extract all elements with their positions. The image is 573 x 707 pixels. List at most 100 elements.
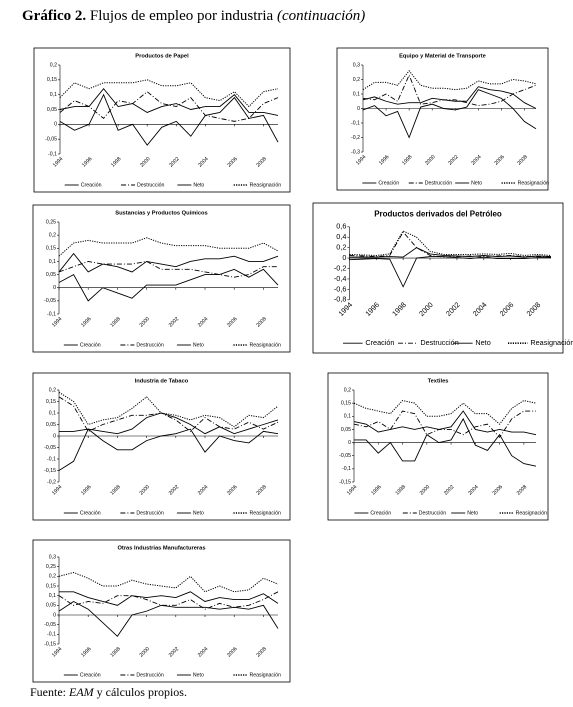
x-tick-label: 1996 bbox=[363, 300, 381, 318]
y-tick-label: -0,05 bbox=[339, 453, 351, 459]
series-line bbox=[59, 412, 279, 435]
legend-label: Reasignación bbox=[249, 672, 281, 678]
figure-note: (continuación) bbox=[276, 8, 366, 24]
y-tick-label: -0,1 bbox=[351, 120, 360, 126]
y-tick-label: 0,25 bbox=[46, 564, 56, 570]
x-tick-label: 2002 bbox=[444, 300, 462, 318]
x-tick-label: 2004 bbox=[467, 484, 479, 496]
x-tick-label: 2004 bbox=[197, 156, 209, 168]
y-tick-label: -0,1 bbox=[47, 311, 56, 317]
legend-label: Reasignación bbox=[518, 180, 550, 186]
y-tick-label: -0,1 bbox=[47, 456, 56, 462]
chart-frame bbox=[32, 204, 291, 353]
y-tick-label: 0 bbox=[54, 122, 57, 128]
series-line bbox=[353, 410, 536, 439]
y-tick-label: -0,2 bbox=[47, 479, 56, 485]
series-line bbox=[59, 93, 279, 146]
x-tick-label: 1994 bbox=[51, 484, 63, 496]
y-tick-label: 0 bbox=[348, 440, 351, 446]
y-tick-label: 0,3 bbox=[353, 62, 360, 68]
series-line bbox=[58, 260, 278, 278]
y-tick-label: 0,15 bbox=[47, 77, 57, 83]
series-line bbox=[59, 91, 279, 122]
chart-frame bbox=[312, 202, 564, 354]
x-tick-label: 2000 bbox=[139, 156, 151, 168]
legend-label: Neto bbox=[193, 182, 204, 188]
x-tick-label: 2006 bbox=[226, 316, 238, 328]
x-tick-label: 1994 bbox=[346, 484, 358, 496]
x-tick-label: 1994 bbox=[52, 156, 64, 168]
y-tick-label: -0,15 bbox=[339, 479, 351, 485]
x-tick-label: 2006 bbox=[226, 646, 238, 658]
y-tick-label: -0,1 bbox=[47, 632, 56, 638]
legend-label: Reasignación bbox=[249, 510, 281, 516]
x-tick-label: 2008 bbox=[255, 156, 267, 168]
y-tick-label: 0,1 bbox=[344, 414, 351, 420]
x-tick-label: 1998 bbox=[395, 484, 407, 496]
chart-title: Productos de Papel bbox=[135, 54, 189, 60]
x-tick-label: 2008 bbox=[525, 300, 543, 318]
x-tick-label: 2008 bbox=[255, 316, 267, 328]
series-line bbox=[59, 79, 279, 108]
x-tick-label: 2000 bbox=[424, 154, 436, 166]
x-tick-label: 2000 bbox=[139, 316, 151, 328]
chart-frame bbox=[336, 47, 549, 191]
y-tick-label: -0,1 bbox=[48, 151, 57, 157]
series-line bbox=[349, 256, 551, 288]
x-tick-label: 2004 bbox=[471, 300, 489, 318]
y-tick-label: 0,2 bbox=[49, 387, 56, 393]
y-tick-label: 0 bbox=[53, 285, 56, 291]
series-line bbox=[362, 69, 537, 91]
x-tick-label: 2000 bbox=[139, 484, 151, 496]
series-line bbox=[353, 410, 537, 436]
series-line bbox=[362, 89, 537, 139]
y-tick-label: 0,2 bbox=[344, 387, 351, 393]
x-tick-label: 1998 bbox=[401, 154, 413, 166]
y-tick-label: 0,05 bbox=[47, 107, 57, 113]
legend-label: Reasignación bbox=[250, 182, 282, 188]
figure-label: Gráfico 2. bbox=[22, 8, 87, 24]
y-tick-label: -0,15 bbox=[44, 641, 56, 647]
legend-label: Neto bbox=[193, 672, 204, 678]
legend-label: Creación bbox=[365, 338, 394, 347]
y-tick-label: -0,05 bbox=[44, 445, 56, 451]
x-tick-label: 1994 bbox=[355, 154, 367, 166]
legend-label: Destrucción bbox=[137, 182, 165, 188]
series-line bbox=[58, 268, 279, 302]
series-line bbox=[59, 88, 279, 116]
legend-label: Destrucción bbox=[136, 342, 164, 348]
x-tick-label: 2006 bbox=[498, 300, 516, 318]
legend-label: Creación bbox=[80, 510, 101, 516]
x-tick-label: 2006 bbox=[493, 154, 505, 166]
y-tick-label: 0 bbox=[53, 433, 56, 439]
series-line bbox=[58, 600, 279, 637]
x-tick-label: 2004 bbox=[197, 646, 209, 658]
legend-label: Creación bbox=[80, 342, 101, 348]
series-line bbox=[58, 237, 279, 257]
series-line bbox=[349, 247, 552, 258]
x-tick-label: 1994 bbox=[51, 646, 63, 658]
y-tick-label: -0,3 bbox=[351, 149, 360, 155]
y-tick-label: 0,15 bbox=[46, 583, 56, 589]
x-tick-label: 1998 bbox=[109, 646, 121, 658]
y-tick-label: 0,25 bbox=[46, 219, 56, 225]
y-tick-label: 0,15 bbox=[341, 401, 351, 407]
legend-label: Neto bbox=[467, 510, 478, 516]
source-name: EAM bbox=[69, 685, 94, 699]
y-tick-label: 0,2 bbox=[353, 77, 360, 83]
x-tick-label: 1996 bbox=[80, 646, 92, 658]
x-tick-label: 2002 bbox=[443, 484, 455, 496]
y-tick-label: -0,05 bbox=[44, 298, 56, 304]
y-tick-label: -0,05 bbox=[44, 622, 56, 628]
figure-title: Flujos de empleo por industria bbox=[89, 8, 274, 24]
x-tick-label: 2002 bbox=[168, 156, 180, 168]
x-tick-label: 2006 bbox=[226, 156, 238, 168]
legend-label: Destrucción bbox=[419, 510, 447, 516]
chart-frame bbox=[33, 47, 291, 193]
x-tick-label: 1996 bbox=[81, 156, 93, 168]
legend-label: Destrucción bbox=[136, 510, 164, 516]
y-tick-label: 0,1 bbox=[50, 92, 57, 98]
y-tick-label: 0,05 bbox=[46, 603, 56, 609]
